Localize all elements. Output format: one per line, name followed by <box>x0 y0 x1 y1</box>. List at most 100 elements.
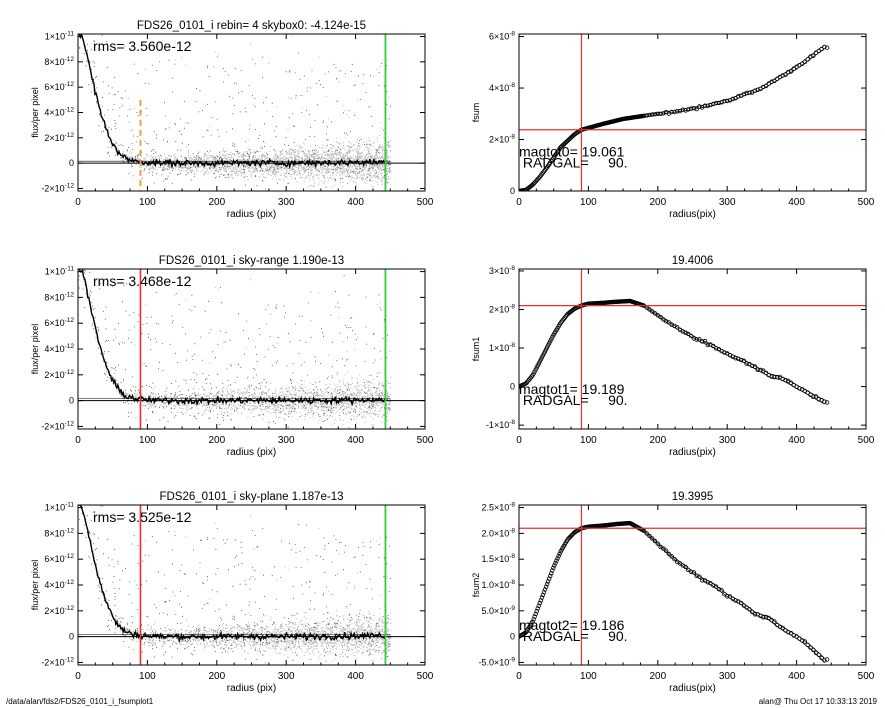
fsum1-ylabel: fsum1 <box>471 337 481 362</box>
fsum2-xtick-label: 500 <box>858 671 875 682</box>
footer-user-timestamp: alan@ Thu Oct 17 10:33:13 2019 <box>758 697 877 706</box>
fsum1-data-point <box>808 392 813 397</box>
profile0-plot-area <box>78 34 425 191</box>
fsum0-data-point <box>811 53 816 58</box>
profile0-ylabel: flux/per pixel <box>30 87 40 138</box>
fsum0-radgal-annotation: RADGAL= 90. <box>519 154 628 170</box>
fsum1-data-point <box>741 358 747 363</box>
profile1-xtick-label: 200 <box>208 435 225 446</box>
fsum2-data-point <box>543 584 549 589</box>
fsum0-data-point <box>683 108 688 113</box>
fsum0-data-point <box>691 105 697 111</box>
fsum0-data-point <box>741 91 747 97</box>
fsum0-data-point <box>808 54 813 59</box>
profile0-ytick-label: -2×10-12 <box>41 182 74 193</box>
profile1-xtick-label: 0 <box>75 435 81 446</box>
fsum2-title: 19.3995 <box>672 491 714 503</box>
fsum0-data-point <box>658 111 663 116</box>
fsum1-data-point <box>526 378 531 383</box>
fsum0-data-point <box>747 90 752 95</box>
fsum2-xtick-label: 300 <box>719 671 736 682</box>
fsum2-data-point <box>535 606 540 611</box>
fsum2-data-point <box>532 614 537 619</box>
profile0-ytick-label: 2×10-12 <box>44 132 74 143</box>
fsum2-xtick-label: 200 <box>649 671 666 682</box>
profile1-ylabel: flux/per pixel <box>30 324 40 375</box>
fsum0-data-point <box>697 104 702 109</box>
profile0-pixel-cloud <box>79 34 392 188</box>
fsum2-data-point <box>551 565 556 570</box>
profile0-ytick-label: 4×10-12 <box>44 107 74 118</box>
fsum1-data-point <box>772 375 777 380</box>
fsum2-data-point <box>808 645 813 650</box>
profile0-outlier-points <box>79 34 391 190</box>
fsum1-data-point <box>702 338 708 344</box>
profile0-ytick-label: 8×10-12 <box>44 56 74 67</box>
profile0-panel: 0 100 200 300 400 500-2×10-1202×10-124×10-126… <box>30 20 434 220</box>
fsum2-data-point <box>536 603 541 608</box>
profile2-title: FDS26_0101_i sky-plane 1.187e-13 <box>159 491 343 503</box>
fsum2-panel: 0 100 200 300 400 500-5.0×10-905.0×10-91.0×10… <box>471 491 875 694</box>
fsum0-data-point <box>694 106 699 112</box>
fsum0-data-point <box>788 69 794 74</box>
fsum2-data-point <box>716 587 722 592</box>
fsum2-ytick-label: 0 <box>510 632 515 642</box>
profile0-xtick-label: 100 <box>139 197 156 208</box>
fsum1-data-point <box>738 357 744 363</box>
profile2-xtick-label: 200 <box>208 671 225 682</box>
fsum1-data-point <box>811 394 816 399</box>
fsum2-data-point <box>725 594 730 599</box>
fsum1-data-point <box>758 367 763 373</box>
fsum0-data-point <box>680 107 685 112</box>
fsum2-data-point <box>556 553 561 559</box>
fsum0-data-point <box>733 95 738 101</box>
fsum1-data-point <box>783 377 788 383</box>
fsum1-data-point <box>752 364 758 369</box>
fsum0-data-point <box>802 59 808 65</box>
profile1-xlabel: radius (pix) <box>227 447 276 458</box>
fsum1-data-point <box>675 325 680 330</box>
profile2-xtick-label: 300 <box>278 671 295 682</box>
fsum0-xtick-label: 0 <box>516 197 522 208</box>
fsum2-data-point <box>772 619 777 624</box>
profile0-ytick-label: 6×10-12 <box>44 81 74 92</box>
profile2-plot-area <box>78 505 425 665</box>
fsum0-data-point <box>769 79 774 84</box>
fsum0-data-point <box>783 72 788 77</box>
fsum0-data-point <box>647 112 652 118</box>
profile2-ytick-label: 6×10-12 <box>44 553 74 564</box>
fsum2-data-point <box>550 568 555 573</box>
fsum1-ytick-label: 0 <box>510 382 515 392</box>
fsum2-data-point <box>552 563 557 568</box>
fsum1-data-point <box>769 374 774 379</box>
fsum0-data-point <box>686 107 691 112</box>
fsum2-data-point <box>539 595 545 600</box>
fsum2-data-point <box>688 569 694 574</box>
profile1-panel: 0 100 200 300 400 500-2×10-1202×10-124×10-126… <box>30 255 434 458</box>
fsum0-xtick-label: 500 <box>858 197 875 208</box>
fsum1-xtick-label: 300 <box>719 435 736 446</box>
fsum2-data-point <box>647 533 652 539</box>
fsum0-data-point <box>763 83 769 89</box>
profile1-outlier-points <box>78 269 391 428</box>
fsum0-data-point <box>650 112 655 117</box>
fsum2-data-point <box>669 554 674 559</box>
profile1-ytick-label: 2×10-12 <box>44 369 74 380</box>
profile2-profile-curve <box>78 505 387 644</box>
profile1-ytick-label: 4×10-12 <box>44 343 74 354</box>
fsum1-data-point <box>697 337 702 342</box>
fsum2-ytick-label: 2.5×10-8 <box>481 502 515 513</box>
fsum2-data-point <box>805 642 810 648</box>
fsum1-data-point <box>777 374 783 380</box>
fsum2-data-point <box>661 546 666 551</box>
fsum0-data-point <box>772 78 777 84</box>
fsum0-data-point <box>755 87 760 92</box>
profile0-xtick-label: 0 <box>75 197 81 208</box>
fsum2-radgal-annotation: RADGAL= 90. <box>519 628 628 644</box>
profile0-profile-curve <box>78 34 386 170</box>
fsum2-data-point <box>663 548 669 553</box>
fsum1-data-point <box>816 397 821 402</box>
fsum1-title: 19.4006 <box>672 255 714 267</box>
fsum1-data-point <box>763 370 769 376</box>
fsum1-data-point <box>775 374 780 380</box>
